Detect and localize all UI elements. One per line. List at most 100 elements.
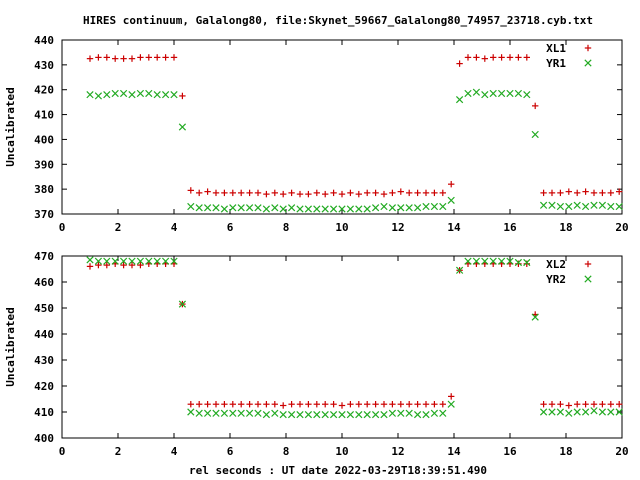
data-point — [574, 189, 581, 197]
x-tick-label: 2 — [115, 445, 122, 458]
x-tick-label: 14 — [447, 445, 461, 458]
data-point — [95, 54, 102, 61]
data-point — [531, 130, 539, 139]
data-point — [422, 410, 430, 419]
data-point — [187, 187, 194, 194]
data-point — [523, 260, 530, 267]
data-point — [154, 54, 161, 61]
x-tick-label: 16 — [503, 221, 517, 234]
x-tick-label: 12 — [391, 445, 404, 458]
data-point — [406, 401, 413, 408]
data-point — [371, 204, 380, 212]
data-point — [548, 189, 556, 197]
data-point — [556, 202, 565, 211]
data-point — [137, 54, 144, 61]
data-point — [523, 54, 530, 61]
data-point — [170, 54, 178, 61]
data-point — [313, 401, 320, 408]
data-point — [119, 89, 128, 98]
data-point — [103, 91, 111, 99]
legend-marker — [584, 260, 592, 268]
data-point — [322, 190, 329, 198]
data-point — [380, 202, 388, 211]
y-tick-label: 410 — [34, 406, 54, 419]
data-point — [137, 261, 144, 269]
data-point — [179, 92, 186, 100]
data-point — [430, 202, 439, 211]
data-point — [364, 401, 371, 408]
data-point — [330, 189, 337, 197]
data-point — [489, 89, 497, 98]
data-point — [406, 189, 413, 197]
data-point — [153, 257, 161, 265]
data-point — [397, 409, 405, 417]
data-point — [204, 188, 211, 195]
data-point — [557, 401, 564, 408]
data-point — [195, 204, 203, 212]
data-point — [616, 188, 623, 195]
data-point — [86, 263, 94, 270]
data-point — [238, 189, 245, 197]
data-point — [128, 55, 136, 62]
y-tick-label: 450 — [34, 302, 54, 315]
data-point — [296, 190, 304, 198]
data-point — [448, 180, 455, 188]
data-point — [582, 401, 589, 408]
data-point — [372, 401, 379, 408]
data-point — [119, 257, 128, 265]
y-tick-label: 430 — [34, 59, 54, 72]
data-point — [539, 408, 548, 416]
data-point — [506, 257, 514, 265]
data-point — [590, 407, 598, 415]
data-point — [355, 401, 362, 408]
data-point — [145, 54, 152, 61]
data-point — [506, 54, 514, 61]
data-point — [413, 204, 422, 212]
data-point — [120, 55, 127, 62]
data-point — [94, 92, 103, 100]
data-point — [111, 89, 119, 98]
data-point — [203, 204, 212, 212]
data-point — [405, 204, 413, 212]
data-point — [238, 401, 245, 408]
data-point — [472, 257, 481, 265]
data-point — [229, 204, 237, 212]
x-tick-label: 8 — [283, 445, 290, 458]
data-point — [422, 202, 430, 211]
data-point — [481, 257, 489, 265]
y-tick-label: 440 — [34, 328, 54, 341]
data-point — [355, 190, 362, 198]
data-point — [103, 257, 111, 265]
legend-label: XL1 — [546, 42, 566, 55]
data-point — [431, 401, 438, 408]
data-point — [464, 89, 472, 98]
y-tick-label: 460 — [34, 276, 54, 289]
data-point — [120, 261, 127, 269]
x-tick-label: 10 — [335, 445, 348, 458]
data-point — [515, 54, 522, 61]
data-point — [439, 189, 446, 197]
plot-frame — [61, 39, 623, 215]
data-point — [557, 189, 564, 197]
data-point — [598, 408, 607, 416]
y-tick-label: 470 — [34, 250, 54, 263]
data-point — [86, 55, 94, 62]
data-point — [363, 205, 371, 213]
data-point — [389, 401, 396, 408]
data-point — [128, 91, 136, 99]
data-point — [573, 408, 581, 416]
data-point — [346, 205, 355, 213]
data-point — [540, 401, 547, 408]
data-point — [607, 189, 614, 197]
data-point — [280, 190, 287, 198]
legend-marker — [584, 59, 592, 67]
data-point — [388, 409, 397, 417]
chart-title: HIRES continuum, Galalong80, file:Skynet… — [83, 14, 593, 27]
data-point — [464, 257, 472, 265]
data-point — [262, 205, 271, 213]
x-tick-label: 18 — [559, 221, 572, 234]
data-point — [220, 205, 229, 213]
data-point — [548, 401, 556, 408]
data-point — [598, 201, 607, 209]
data-point — [212, 189, 220, 197]
